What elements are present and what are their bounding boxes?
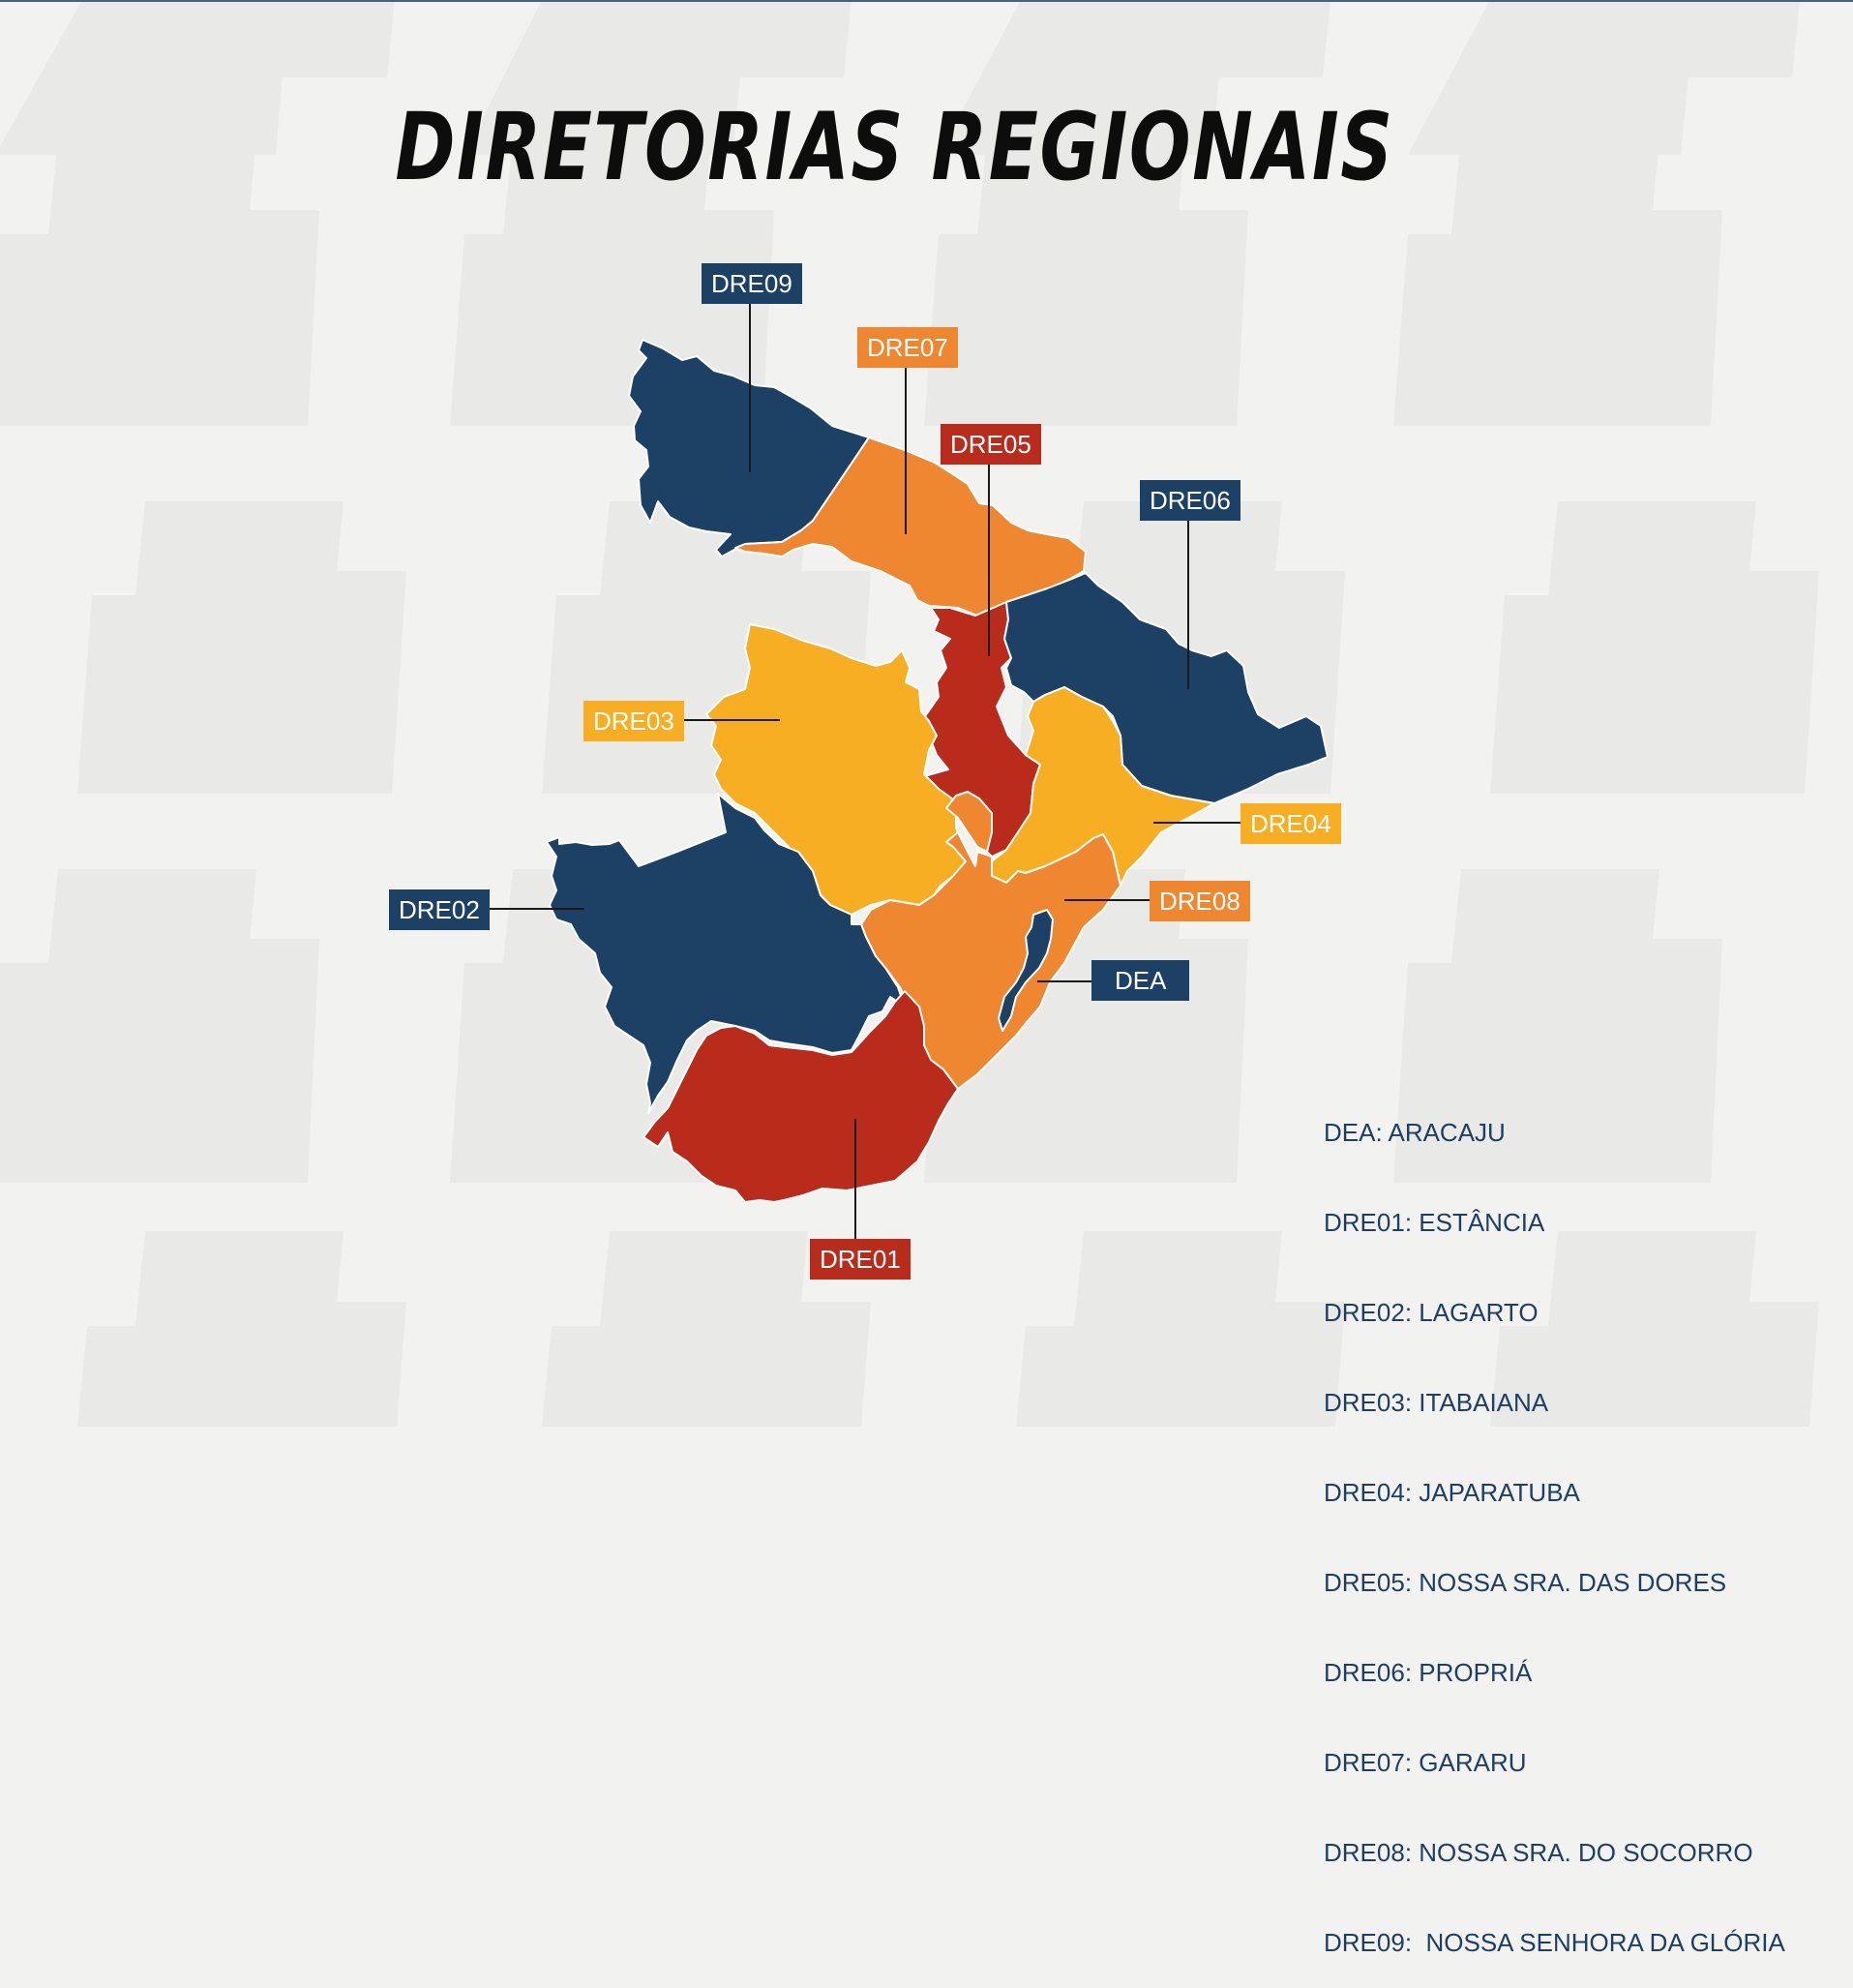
region-dre08[interactable] (860, 831, 1121, 1090)
tag-dre09[interactable]: DRE09 (702, 263, 802, 304)
legend-item: DRE06: PROPRIÁ (1324, 1658, 1533, 1687)
legend-item: DEA: ARACAJU (1324, 1118, 1506, 1147)
tag-dre04[interactable]: DRE04 (1240, 803, 1341, 844)
tag-dre07[interactable]: DRE07 (857, 327, 958, 368)
tag-dre05[interactable]: DRE05 (941, 424, 1041, 465)
region-dre08-enclave (945, 791, 993, 853)
tag-dre02[interactable]: DRE02 (389, 889, 490, 930)
tag-dre01[interactable]: DRE01 (810, 1239, 911, 1280)
legend-item: DRE04: JAPARATUBA (1324, 1478, 1580, 1507)
region-dre03[interactable] (705, 623, 969, 916)
legend-item: DRE07: GARARU (1324, 1748, 1527, 1777)
legend-item: DRE08: NOSSA SRA. DO SOCORRO (1324, 1838, 1753, 1867)
legend-item: DRE01: ESTÂNCIA (1324, 1208, 1545, 1237)
legend-item: DRE03: ITABAIANA (1324, 1388, 1549, 1417)
region-dea[interactable] (998, 909, 1054, 1032)
legend: DEA: ARACAJU DRE01: ESTÂNCIA DRE02: LAGA… (1324, 1058, 1785, 1988)
region-dre02[interactable] (546, 793, 906, 1114)
page-title: DIRETORIAS REGIONAIS (395, 93, 1394, 201)
region-dre01[interactable] (643, 990, 959, 1203)
tag-dre08[interactable]: DRE08 (1150, 881, 1250, 921)
legend-item: DRE05: NOSSA SRA. DAS DORES (1324, 1568, 1727, 1597)
legend-item: DRE09: NOSSA SENHORA DA GLÓRIA (1324, 1928, 1785, 1957)
legend-item: DRE02: LAGARTO (1324, 1298, 1539, 1327)
regional-map (484, 304, 1329, 1241)
tag-dre03[interactable]: DRE03 (583, 701, 684, 741)
tag-dea[interactable]: DEA (1091, 960, 1190, 1001)
tag-dre06[interactable]: DRE06 (1140, 480, 1240, 521)
